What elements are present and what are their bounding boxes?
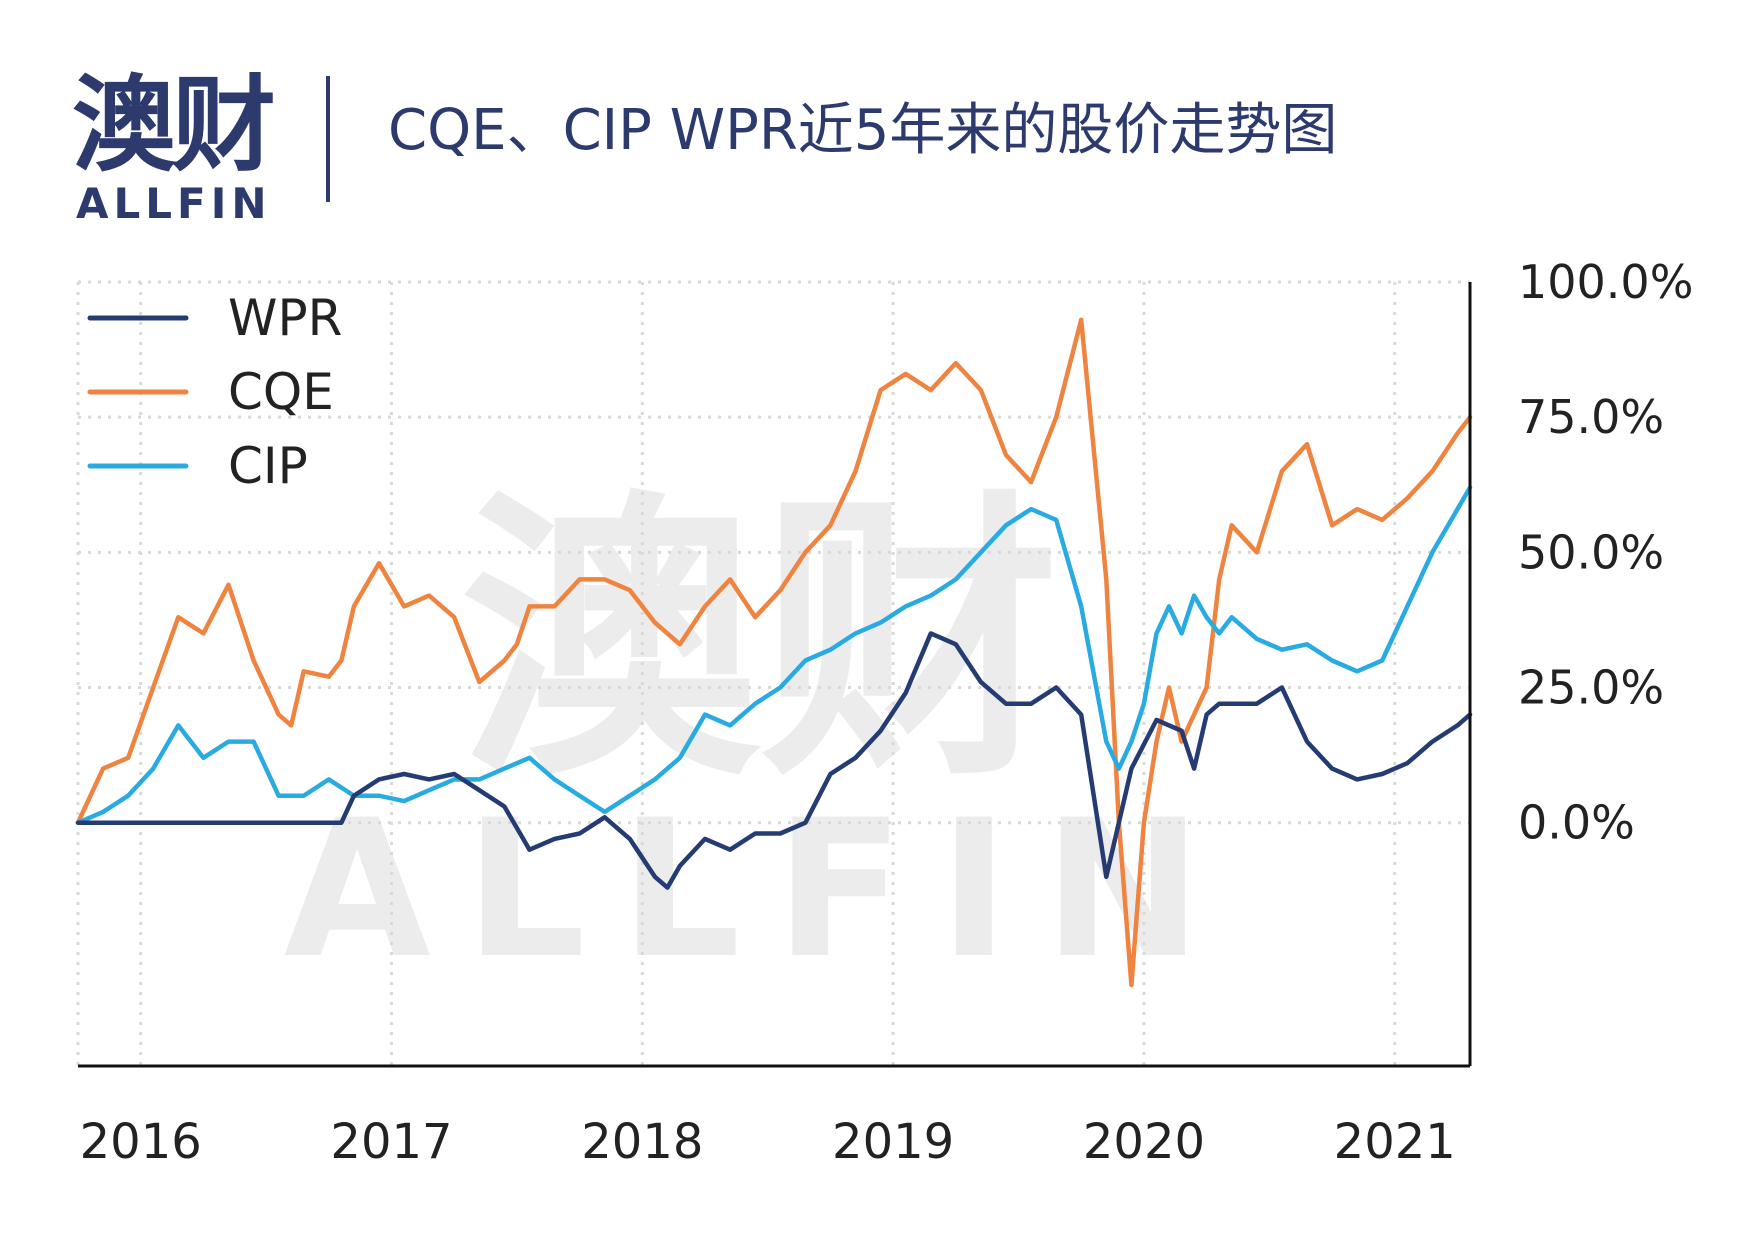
x-tick-label: 2017	[330, 1114, 452, 1170]
watermark-cn: 澳财	[460, 467, 1060, 816]
axes: 0.0% 25.0% 50.0% 75.0% 100.0% 2016 2017 2018 201…	[78, 255, 1693, 1170]
y-tick-label: 0.0%	[1518, 796, 1635, 850]
legend: WPR CQE CIP	[87, 289, 342, 495]
legend-label-wpr: WPR	[228, 289, 342, 347]
y-tick-label: 25.0%	[1518, 661, 1664, 715]
series-lines	[75, 317, 1473, 988]
x-tick-label: 2018	[581, 1114, 703, 1170]
brand-logo: 澳财 ALLFIN	[72, 64, 276, 226]
watermark: 澳财 ALLFIN	[284, 467, 1237, 1000]
x-tick-label: 2020	[1083, 1114, 1205, 1170]
legend-label-cqe: CQE	[228, 363, 334, 421]
legend-label-cip: CIP	[228, 437, 308, 495]
logo-cn-text: 澳财	[72, 64, 276, 186]
y-tick-label: 75.0%	[1518, 390, 1664, 444]
x-tick-label: 2021	[1334, 1114, 1456, 1170]
y-tick-label: 100.0%	[1518, 255, 1693, 309]
title-divider	[326, 76, 330, 202]
watermark-en: ALLFIN	[284, 779, 1237, 1000]
series-line-cip	[75, 485, 1473, 825]
y-tick-label: 50.0%	[1518, 525, 1664, 579]
logo-en-text: ALLFIN	[76, 179, 272, 228]
chart-title: CQE、CIP WPR近5年来的股价走势图	[388, 98, 1338, 163]
series-line-wpr	[75, 631, 1473, 890]
series-line-cqe	[75, 317, 1473, 988]
x-tick-label: 2019	[832, 1114, 954, 1170]
x-tick-label: 2016	[80, 1114, 202, 1170]
